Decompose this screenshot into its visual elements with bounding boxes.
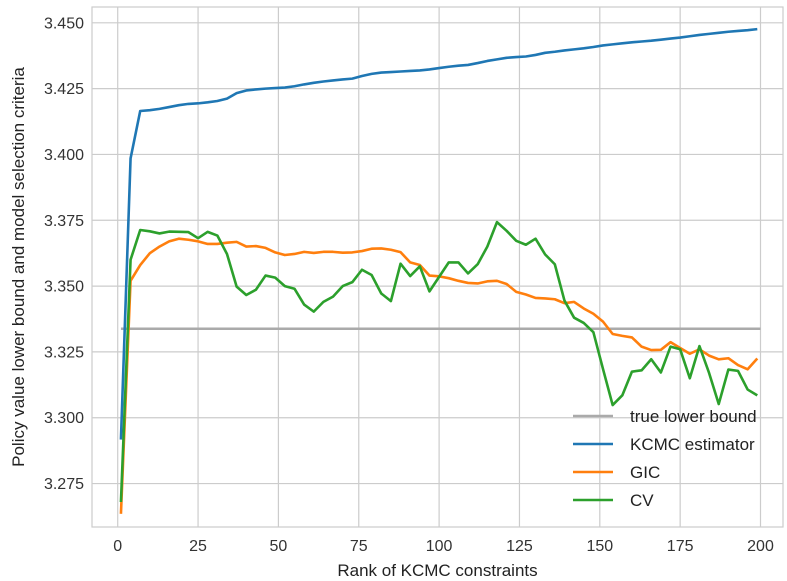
legend-label-kcmc-estimator: KCMC estimator (630, 435, 755, 454)
y-axis-label: Policy value lower bound and model selec… (9, 67, 28, 467)
series-line-kcmc-estimator (119, 27, 758, 440)
axes-frame (91, 6, 784, 528)
legend: true lower bound KCMC estimator GIC CV (573, 407, 757, 510)
y-tick-label: 3.350 (44, 279, 84, 296)
x-tick-label: 0 (113, 538, 122, 555)
legend-label-cv: CV (630, 491, 654, 510)
x-tick-label: 100 (426, 538, 453, 555)
plot-area (92, 7, 783, 527)
axes (91, 6, 784, 528)
x-tick-label: 25 (189, 538, 207, 555)
x-tick-label: 200 (747, 538, 774, 555)
x-tick-label: 75 (350, 538, 368, 555)
legend-label-true-lower-bound: true lower bound (630, 407, 757, 426)
y-tick-label: 3.375 (44, 213, 84, 230)
x-tick-label: 150 (586, 538, 613, 555)
legend-label-gic: GIC (630, 463, 660, 482)
y-tick-label: 3.425 (44, 81, 84, 98)
x-tick-label: 175 (667, 538, 694, 555)
x-tick-label: 125 (506, 538, 533, 555)
tick-labels: 0 25 50 75 100 125 150 175 200 3.275 3.300 3.325 3.3… (44, 15, 774, 555)
x-axis-label: Rank of KCMC constraints (337, 561, 537, 580)
y-tick-label: 3.400 (44, 147, 84, 164)
series-lines (119, 27, 761, 514)
y-tick-label: 3.300 (44, 410, 84, 427)
y-tick-label: 3.325 (44, 344, 84, 361)
x-tick-label: 50 (270, 538, 288, 555)
grid (92, 7, 783, 527)
y-tick-label: 3.450 (44, 15, 84, 32)
series-line-cv (119, 220, 758, 503)
y-tick-label: 3.275 (44, 476, 84, 493)
